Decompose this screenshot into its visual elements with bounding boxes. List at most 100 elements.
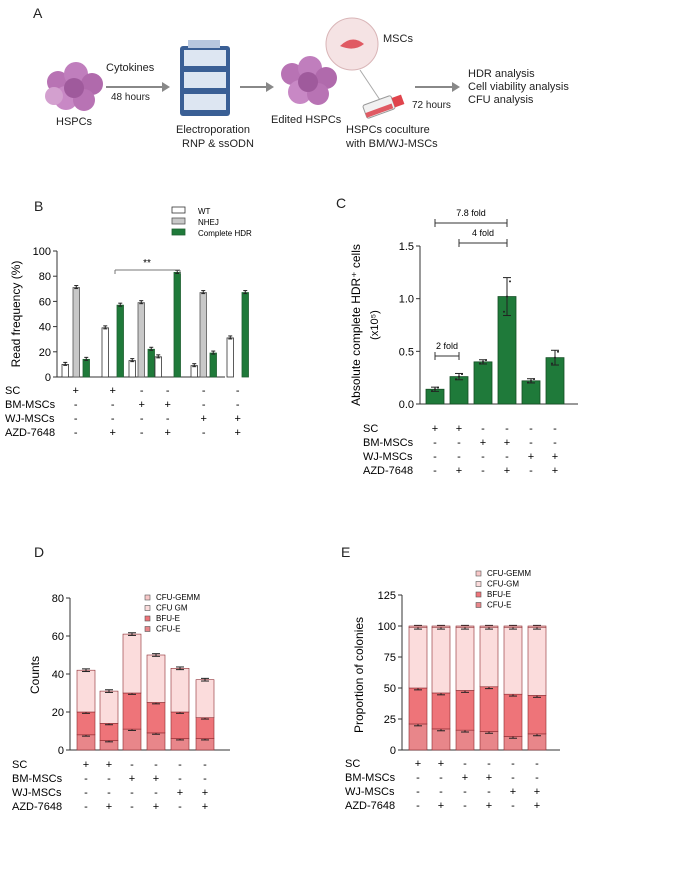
condition-sign: + [106,801,112,813]
condition-sign: - [481,465,485,477]
legend-swatch [475,591,482,598]
condition-sign: + [456,465,462,477]
condition-sign: + [235,427,241,439]
condition-sign: - [505,451,509,463]
condition-sign: + [480,437,486,449]
stack-bfu-e [455,690,475,731]
y-tick-label: 125 [378,590,396,602]
condition-label: SC [345,758,360,770]
condition-sign: + [504,437,510,449]
legend-label: CFU GM [156,604,188,613]
condition-sign: - [107,787,111,799]
stack-bfu-e [527,695,547,735]
condition-sign: - [202,385,206,397]
fold-annotation: 7.8 fold [456,208,486,218]
condition-sign: + [202,801,208,813]
condition-label: AZD-7648 [345,800,395,812]
y-tick-label: 80 [39,271,51,283]
legend-label: NHEJ [198,218,219,227]
condition-label: SC [5,385,20,397]
condition-sign: - [74,413,78,425]
legend-label: CFU-GM [487,580,519,589]
data-point [527,381,529,384]
condition-sign: - [481,423,485,435]
stack-cfu-gm [527,626,547,696]
condition-label: BM-MSCs [5,399,56,411]
hours48-label: 48 hours [111,92,150,103]
stack-cfu-gm [503,626,523,695]
condition-label: BM-MSCs [363,437,414,449]
data-point [482,360,484,363]
legend-swatch [475,602,482,608]
condition-sign: - [487,786,491,798]
legend-label: CFU-E [156,625,180,634]
condition-sign: + [139,399,145,411]
condition-sign: - [236,385,240,397]
stack-cfu-e [408,723,428,751]
condition-sign: - [84,801,88,813]
condition-sign: - [511,772,515,784]
condition-sign: + [534,786,540,798]
y-axis-label: Absolute complete HDR⁺ cells [349,244,363,406]
stack-cfu-gemm [479,625,499,628]
condition-sign: + [153,801,159,813]
data-point [554,356,556,359]
data-point [434,388,436,391]
condition-sign: - [463,758,467,770]
condition-sign: - [481,451,485,463]
y-tick-label: 0 [45,372,51,384]
legend-swatch [144,594,151,601]
data-point [509,280,511,283]
data-point [533,378,535,381]
y-tick-label: 60 [52,631,64,643]
condition-sign: + [83,759,89,771]
y-tick-label: 1.0 [399,294,414,306]
condition-sign: + [432,423,438,435]
panel-label-d: D [34,544,45,560]
stack-bfu-e [503,693,523,737]
data-point [455,378,457,381]
panel-label-e: E [341,544,351,560]
legend-label: CFU-GEMM [156,593,200,602]
condition-sign: + [552,451,558,463]
condition-label: AZD-7648 [5,427,55,439]
y-axis-label: Read frequency (%) [9,261,23,368]
condition-sign: - [154,787,158,799]
stack-cfu-e [527,733,547,751]
stack-cfu-e [431,728,451,751]
data-point [557,350,559,353]
data-point [530,379,532,382]
condition-sign: + [438,800,444,812]
legend-swatch [475,581,482,587]
y-tick-label: 60 [39,296,51,308]
condition-sign: + [415,758,421,770]
condition-sign: + [73,385,79,397]
legend-swatch [144,626,151,632]
edited-hspcs-label: Edited HSPCs [271,114,342,126]
legend-swatch [171,228,186,236]
condition-sign: - [439,772,443,784]
data-point [461,373,463,376]
condition-sign: - [74,399,78,411]
condition-sign: - [529,465,533,477]
hours72-label: 72 hours [412,100,451,111]
condition-sign: - [203,759,207,771]
rnp-label: RNP & ssODN [182,138,254,150]
condition-sign: - [416,786,420,798]
panel-label-a: A [33,5,43,21]
hspcs-label: HSPCs [56,116,93,128]
condition-sign: - [511,758,515,770]
data-point [503,310,505,313]
stack-cfu-gm [455,626,475,691]
panel-label-c: C [336,195,347,211]
cytokines-label: Cytokines [106,62,155,74]
condition-sign: + [177,787,183,799]
fold-annotation: 2 fold [436,341,458,351]
y-tick-label: 0 [58,745,64,757]
coculture-flask-icon [362,94,405,119]
stack-cfu-e [479,731,499,751]
